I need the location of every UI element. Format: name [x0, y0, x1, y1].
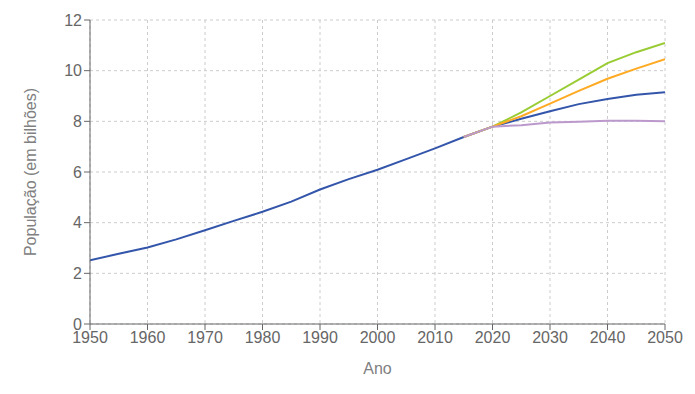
svg-text:2040: 2040 — [590, 329, 626, 346]
svg-text:2020: 2020 — [475, 329, 511, 346]
svg-text:2: 2 — [73, 265, 82, 282]
svg-text:0: 0 — [73, 316, 82, 333]
svg-text:8: 8 — [73, 113, 82, 130]
svg-text:12: 12 — [64, 12, 82, 29]
svg-text:1950: 1950 — [72, 329, 108, 347]
svg-text:10: 10 — [64, 62, 82, 79]
svg-text:1990: 1990 — [302, 329, 338, 346]
svg-text:População (em bilhões): População (em bilhões) — [22, 88, 39, 256]
svg-text:1960: 1960 — [130, 329, 166, 346]
svg-text:2010: 2010 — [417, 329, 453, 346]
svg-text:6: 6 — [73, 164, 82, 181]
svg-text:2030: 2030 — [532, 329, 568, 346]
svg-text:4: 4 — [73, 214, 82, 231]
svg-text:Ano: Ano — [363, 360, 392, 377]
svg-text:1980: 1980 — [245, 329, 281, 346]
svg-text:2000: 2000 — [360, 329, 396, 346]
svg-text:2050: 2050 — [647, 329, 683, 346]
svg-text:1970: 1970 — [187, 329, 223, 346]
